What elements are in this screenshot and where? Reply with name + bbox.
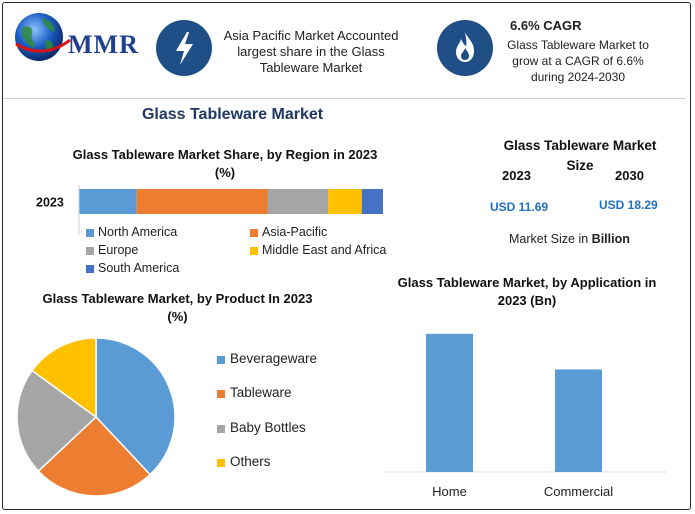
pie-slice-tableware	[37, 415, 152, 497]
market-size-title-line2: Size	[566, 158, 594, 173]
market-size-note-prefix: Market Size in	[509, 232, 592, 246]
highlight-text-1: Asia Pacific Market Accounted largest sh…	[223, 28, 399, 75]
market-size-title: Glass Tableware Market Size	[488, 136, 672, 176]
region-chart-title: Glass Tableware Market Share, by Region …	[72, 147, 378, 180]
bar-home	[426, 333, 473, 472]
legend-others: Others	[230, 454, 271, 469]
lightning-icon	[176, 32, 193, 65]
legend-asia-pacific: Asia-Pacific	[262, 225, 328, 239]
y-tick-label: 2023	[36, 196, 64, 210]
bar-segment-europe	[267, 189, 329, 214]
size-year-2023: 2023	[502, 168, 531, 183]
market-size-note: Market Size in Billion	[509, 232, 630, 246]
region-legend: North America Asia-Pacific Europe Middle…	[30, 224, 400, 280]
legend-beverageware: Beverageware	[230, 351, 318, 366]
highlight-flame	[437, 20, 493, 76]
legend-south-america: South America	[98, 261, 180, 275]
application-bar-chart: Home Commercial	[384, 333, 666, 499]
header-divider	[3, 98, 686, 99]
highlight-lightning	[156, 20, 212, 76]
bar-commercial	[555, 369, 602, 472]
highlight-text-2: Glass Tableware Market to grow at a CAGR…	[507, 38, 649, 84]
legend-mea: Middle East and Africa	[262, 243, 387, 257]
size-value-2023: USD 11.69	[490, 200, 549, 214]
market-size-title-line1: Glass Tableware Market	[503, 138, 657, 153]
page-title: Glass Tableware Market	[141, 106, 324, 123]
legend-swatch-mea	[250, 247, 258, 255]
market-size-note-unit: Billion	[591, 232, 630, 246]
application-chart-title: Glass Tableware Market, by Application i…	[397, 275, 657, 308]
legend-baby-bottles: Baby Bottles	[230, 420, 306, 435]
legend-swatch-tableware	[217, 390, 225, 398]
globe-icon	[15, 13, 71, 61]
legend-north-america: North America	[98, 225, 178, 239]
legend-swatch-baby-bottles	[217, 425, 225, 433]
product-pie-chart	[16, 337, 176, 497]
bar-segment-middle-east-and-africa	[328, 189, 362, 214]
bar-segment-south-america	[361, 189, 383, 214]
legend-tableware: Tableware	[230, 385, 292, 400]
bar-segment-north-america	[79, 189, 137, 214]
flame-icon	[456, 32, 474, 62]
cagr-title: 6.6% CAGR	[510, 18, 582, 33]
legend-swatch-north-america	[86, 229, 94, 237]
size-value-2030: USD 18.29	[599, 198, 658, 212]
size-year-2030: 2030	[615, 168, 644, 183]
legend-swatch-asia-pacific	[250, 229, 258, 237]
x-tick-label-home: Home	[432, 484, 467, 499]
legend-swatch-europe	[86, 247, 94, 255]
legend-europe: Europe	[98, 243, 139, 257]
product-legend: Beverageware Tableware Baby Bottles Othe…	[210, 344, 340, 484]
logo-text: MMR	[68, 30, 139, 59]
product-chart-title: Glass Tableware Market, by Product In 20…	[42, 291, 313, 324]
pie-slice-beverageware	[95, 337, 176, 476]
region-chart: 2023	[36, 185, 383, 235]
x-tick-label-commercial: Commercial	[544, 484, 613, 499]
legend-swatch-beverageware	[217, 356, 225, 364]
pie-slice-baby-bottles	[16, 369, 98, 473]
legend-swatch-others	[217, 459, 225, 467]
legend-swatch-south-america	[86, 265, 94, 273]
pie-slice-others	[31, 337, 97, 419]
bar-segment-asia-pacific	[136, 189, 268, 214]
